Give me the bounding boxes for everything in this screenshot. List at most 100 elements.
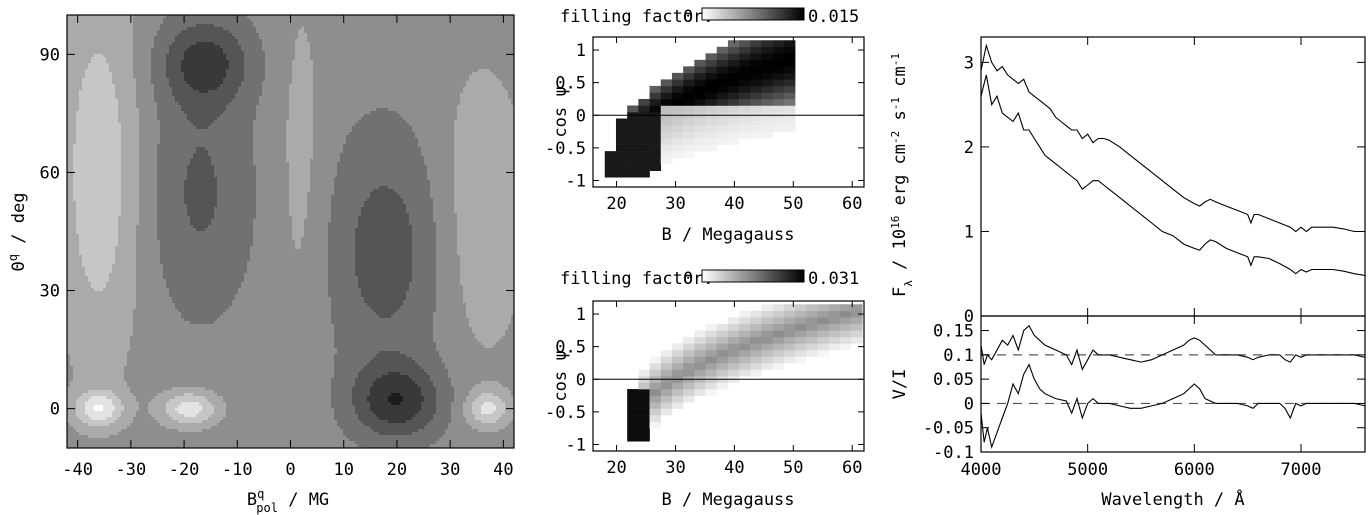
contour-cell bbox=[76, 129, 79, 132]
contour-cell bbox=[106, 264, 109, 267]
contour-cell bbox=[115, 300, 118, 303]
contour-cell bbox=[115, 219, 118, 222]
contour-cell bbox=[115, 228, 118, 231]
contour-cell bbox=[73, 39, 76, 42]
contour-cell bbox=[142, 345, 145, 348]
contour-cell bbox=[73, 285, 76, 288]
contour-cell bbox=[91, 312, 94, 315]
contour-cell bbox=[142, 183, 145, 186]
contour-cell bbox=[94, 207, 97, 210]
contour-cell bbox=[88, 393, 91, 396]
contour-cell bbox=[166, 72, 169, 75]
contour-cell bbox=[88, 180, 91, 183]
contour-cell bbox=[121, 339, 124, 342]
contour-cell bbox=[115, 402, 118, 405]
contour-cell bbox=[70, 129, 73, 132]
contour-cell bbox=[112, 360, 115, 363]
contour-cell bbox=[73, 138, 76, 141]
contour-cell bbox=[112, 333, 115, 336]
contour-cell bbox=[139, 81, 142, 84]
contour-cell bbox=[166, 39, 169, 42]
contour-cell bbox=[82, 261, 85, 264]
contour-cell bbox=[67, 444, 70, 447]
contour-cell bbox=[136, 114, 139, 117]
contour-cell bbox=[115, 432, 118, 435]
contour-cell bbox=[97, 396, 100, 399]
contour-cell bbox=[154, 168, 157, 171]
contour-cell bbox=[133, 24, 136, 27]
contour-cell bbox=[151, 105, 154, 108]
contour-cell bbox=[154, 54, 157, 57]
contour-cell bbox=[151, 189, 154, 192]
contour-cell bbox=[118, 45, 121, 48]
contour-cell bbox=[106, 192, 109, 195]
contour-cell bbox=[163, 327, 166, 330]
contour-cell bbox=[97, 270, 100, 273]
contour-cell bbox=[157, 195, 160, 198]
contour-cell bbox=[67, 318, 70, 321]
contour-cell bbox=[151, 378, 154, 381]
contour-cell bbox=[160, 432, 163, 435]
contour-cell bbox=[100, 150, 103, 153]
contour-cell bbox=[142, 81, 145, 84]
contour-cell bbox=[73, 330, 76, 333]
contour-cell bbox=[82, 63, 85, 66]
contour-cell bbox=[157, 234, 160, 237]
contour-cell bbox=[145, 90, 148, 93]
contour-cell bbox=[88, 345, 91, 348]
contour-cell bbox=[103, 96, 106, 99]
contour-cell bbox=[124, 114, 127, 117]
contour-cell bbox=[154, 294, 157, 297]
contour-cell bbox=[91, 144, 94, 147]
contour-cell bbox=[154, 300, 157, 303]
contour-cell bbox=[136, 393, 139, 396]
contour-cell bbox=[151, 342, 154, 345]
contour-cell bbox=[124, 360, 127, 363]
contour-cell bbox=[154, 393, 157, 396]
contour-cell bbox=[82, 378, 85, 381]
contour-cell bbox=[157, 333, 160, 336]
contour-cell bbox=[124, 234, 127, 237]
contour-cell bbox=[169, 180, 172, 183]
contour-cell bbox=[70, 252, 73, 255]
contour-cell bbox=[91, 33, 94, 36]
contour-cell bbox=[91, 321, 94, 324]
contour-cell bbox=[130, 393, 133, 396]
contour-cell bbox=[157, 141, 160, 144]
contour-cell bbox=[109, 138, 112, 141]
contour-cell bbox=[130, 198, 133, 201]
contour-cell bbox=[109, 156, 112, 159]
contour-cell bbox=[73, 420, 76, 423]
contour-cell bbox=[166, 420, 169, 423]
contour-cell bbox=[85, 33, 88, 36]
contour-cell bbox=[154, 258, 157, 261]
contour-cell bbox=[70, 243, 73, 246]
contour-cell bbox=[157, 57, 160, 60]
contour-cell bbox=[79, 57, 82, 60]
contour-cell bbox=[139, 78, 142, 81]
contour-cell bbox=[148, 51, 151, 54]
contour-cell bbox=[100, 282, 103, 285]
contour-cell bbox=[151, 78, 154, 81]
contour-cell bbox=[76, 156, 79, 159]
contour-cell bbox=[88, 186, 91, 189]
contour-cell bbox=[97, 177, 100, 180]
contour-cell bbox=[106, 285, 109, 288]
contour-cell bbox=[130, 201, 133, 204]
contour-cell bbox=[73, 18, 76, 21]
contour-cell bbox=[139, 357, 142, 360]
contour-cell bbox=[109, 222, 112, 225]
contour-cell bbox=[109, 255, 112, 258]
contour-cell bbox=[82, 180, 85, 183]
contour-cell bbox=[157, 243, 160, 246]
contour-cell bbox=[115, 417, 118, 420]
contour-cell bbox=[76, 294, 79, 297]
contour-cell bbox=[145, 276, 148, 279]
contour-cell bbox=[136, 276, 139, 279]
contour-cell bbox=[112, 372, 115, 375]
contour-cell bbox=[109, 276, 112, 279]
contour-cell bbox=[82, 111, 85, 114]
contour-cell bbox=[139, 399, 142, 402]
contour-cell bbox=[97, 327, 100, 330]
contour-cell bbox=[103, 225, 106, 228]
